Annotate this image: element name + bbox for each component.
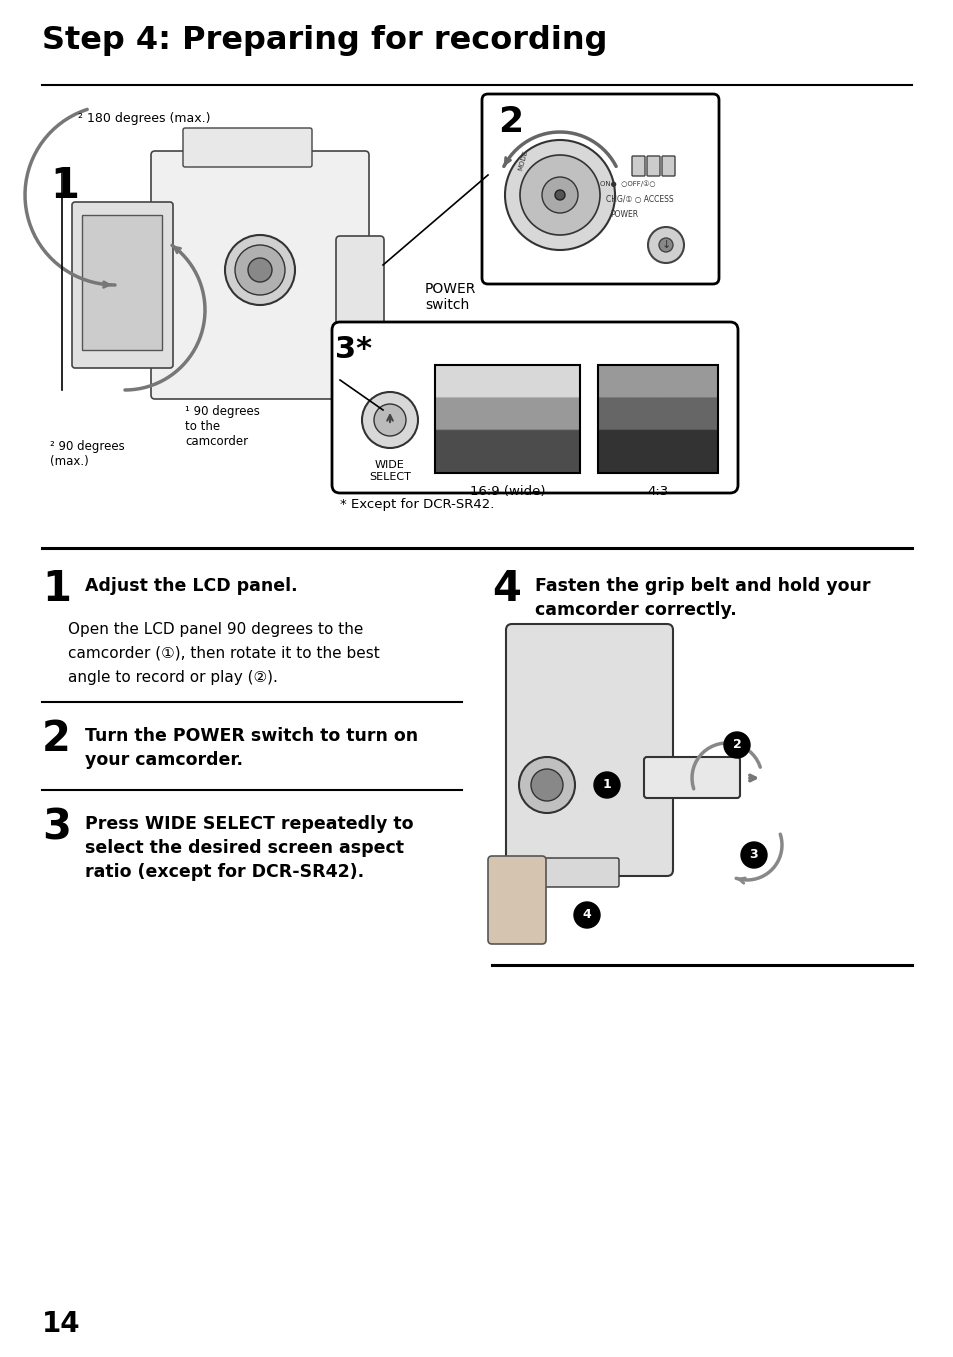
Text: Adjust the LCD panel.: Adjust the LCD panel. bbox=[85, 577, 297, 594]
Text: 1: 1 bbox=[42, 569, 71, 611]
Text: select the desired screen aspect: select the desired screen aspect bbox=[85, 839, 403, 858]
Text: ² 90 degrees
(max.): ² 90 degrees (max.) bbox=[50, 440, 125, 468]
Text: CHG/① ○ ACCESS: CHG/① ○ ACCESS bbox=[605, 195, 673, 204]
FancyBboxPatch shape bbox=[481, 94, 719, 284]
Circle shape bbox=[647, 227, 683, 263]
Circle shape bbox=[234, 246, 285, 294]
Circle shape bbox=[740, 841, 766, 868]
Circle shape bbox=[555, 190, 564, 199]
Text: Press WIDE SELECT repeatedly to: Press WIDE SELECT repeatedly to bbox=[85, 816, 413, 833]
Text: POWER: POWER bbox=[609, 210, 638, 218]
Text: ¹ 90 degrees
to the
camcorder: ¹ 90 degrees to the camcorder bbox=[185, 404, 259, 448]
Text: your camcorder.: your camcorder. bbox=[85, 750, 243, 769]
Text: Step 4: Preparing for recording: Step 4: Preparing for recording bbox=[42, 24, 607, 56]
Text: 2: 2 bbox=[732, 738, 740, 752]
FancyBboxPatch shape bbox=[661, 156, 675, 176]
FancyBboxPatch shape bbox=[183, 128, 312, 167]
Text: ² 180 degrees (max.): ² 180 degrees (max.) bbox=[78, 113, 211, 125]
Text: 4:3: 4:3 bbox=[647, 484, 668, 498]
FancyBboxPatch shape bbox=[646, 156, 659, 176]
FancyBboxPatch shape bbox=[631, 156, 644, 176]
Circle shape bbox=[248, 258, 272, 282]
Text: ON●  ○OFF/①○: ON● ○OFF/①○ bbox=[599, 180, 655, 186]
Text: camcorder (①), then rotate it to the best: camcorder (①), then rotate it to the bes… bbox=[68, 646, 379, 661]
Text: MODE: MODE bbox=[517, 149, 529, 171]
Text: * Except for DCR-SR42.: * Except for DCR-SR42. bbox=[339, 498, 494, 512]
Circle shape bbox=[374, 404, 406, 436]
Text: 3: 3 bbox=[749, 848, 758, 862]
Text: 3: 3 bbox=[42, 806, 71, 848]
FancyBboxPatch shape bbox=[643, 757, 740, 798]
FancyBboxPatch shape bbox=[332, 322, 738, 493]
Circle shape bbox=[518, 757, 575, 813]
Circle shape bbox=[519, 155, 599, 235]
Text: 1: 1 bbox=[50, 166, 79, 208]
FancyBboxPatch shape bbox=[524, 858, 618, 887]
Text: Open the LCD panel 90 degrees to the: Open the LCD panel 90 degrees to the bbox=[68, 622, 363, 636]
Circle shape bbox=[594, 772, 619, 798]
Circle shape bbox=[361, 392, 417, 448]
FancyBboxPatch shape bbox=[71, 202, 172, 368]
FancyBboxPatch shape bbox=[505, 624, 672, 877]
Circle shape bbox=[541, 176, 578, 213]
Text: POWER
switch: POWER switch bbox=[424, 282, 476, 312]
FancyBboxPatch shape bbox=[488, 856, 545, 944]
Circle shape bbox=[723, 731, 749, 759]
Circle shape bbox=[504, 140, 615, 250]
Text: ratio (except for DCR-SR42).: ratio (except for DCR-SR42). bbox=[85, 863, 364, 881]
Text: ↓: ↓ bbox=[660, 240, 670, 250]
Text: camcorder correctly.: camcorder correctly. bbox=[535, 601, 736, 619]
Text: 1: 1 bbox=[602, 779, 611, 791]
Text: 2: 2 bbox=[42, 718, 71, 760]
Text: Turn the POWER switch to turn on: Turn the POWER switch to turn on bbox=[85, 727, 417, 745]
Circle shape bbox=[659, 237, 672, 252]
Circle shape bbox=[531, 769, 562, 801]
Bar bbox=[598, 365, 718, 474]
Text: 2: 2 bbox=[497, 104, 522, 138]
Circle shape bbox=[574, 902, 599, 928]
FancyBboxPatch shape bbox=[151, 151, 369, 399]
Text: 16:9 (wide): 16:9 (wide) bbox=[469, 484, 545, 498]
Circle shape bbox=[225, 235, 294, 305]
Text: 4: 4 bbox=[492, 569, 520, 611]
Text: angle to record or play (②).: angle to record or play (②). bbox=[68, 670, 277, 685]
Text: 14: 14 bbox=[42, 1310, 81, 1338]
Text: 3*: 3* bbox=[335, 335, 372, 364]
Text: 4: 4 bbox=[582, 908, 591, 921]
FancyBboxPatch shape bbox=[335, 236, 384, 423]
Bar bbox=[82, 214, 162, 350]
Text: WIDE
SELECT: WIDE SELECT bbox=[369, 460, 411, 482]
Text: Fasten the grip belt and hold your: Fasten the grip belt and hold your bbox=[535, 577, 869, 594]
Bar bbox=[435, 365, 579, 474]
